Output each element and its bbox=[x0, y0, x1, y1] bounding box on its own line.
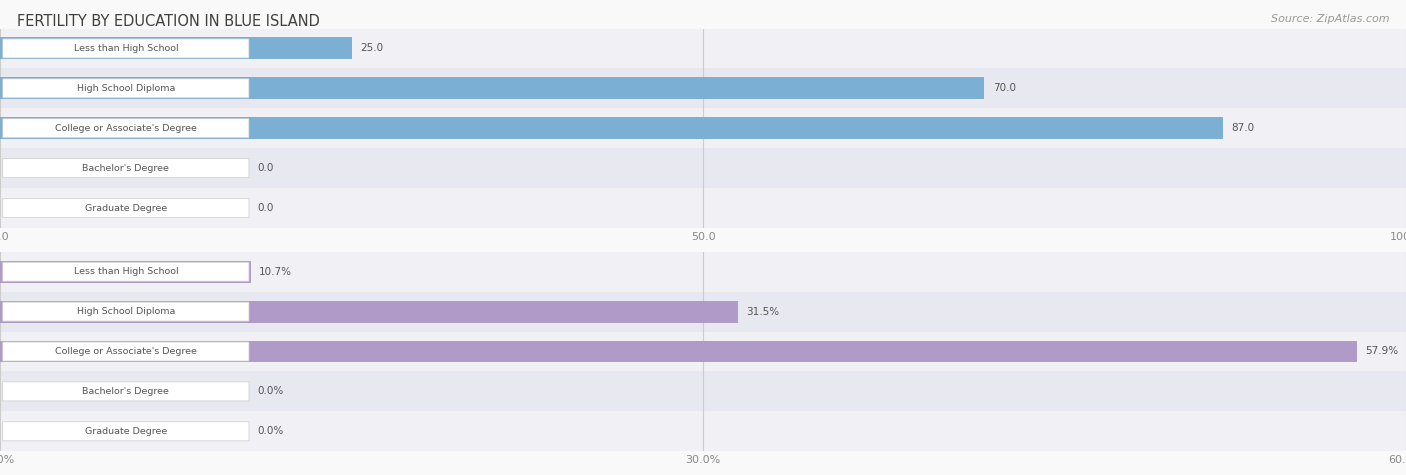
Text: 0.0%: 0.0% bbox=[257, 426, 284, 437]
Bar bbox=[0, 411, 1406, 451]
Text: Graduate Degree: Graduate Degree bbox=[84, 427, 167, 436]
Bar bbox=[0, 28, 1406, 68]
FancyBboxPatch shape bbox=[3, 382, 249, 401]
Text: 31.5%: 31.5% bbox=[747, 306, 780, 317]
Text: 87.0: 87.0 bbox=[1232, 123, 1254, 133]
Text: Less than High School: Less than High School bbox=[73, 267, 179, 276]
Text: 57.9%: 57.9% bbox=[1365, 346, 1399, 357]
Text: Bachelor's Degree: Bachelor's Degree bbox=[83, 387, 169, 396]
Text: College or Associate's Degree: College or Associate's Degree bbox=[55, 124, 197, 133]
Text: 0.0: 0.0 bbox=[257, 163, 274, 173]
Bar bbox=[0, 108, 1406, 148]
FancyBboxPatch shape bbox=[3, 79, 249, 98]
Text: College or Associate's Degree: College or Associate's Degree bbox=[55, 347, 197, 356]
Bar bbox=[0, 148, 1406, 188]
FancyBboxPatch shape bbox=[3, 262, 249, 281]
Bar bbox=[0, 252, 1406, 292]
FancyBboxPatch shape bbox=[3, 342, 249, 361]
FancyBboxPatch shape bbox=[3, 159, 249, 178]
Bar bbox=[0, 77, 984, 99]
FancyBboxPatch shape bbox=[3, 302, 249, 321]
Bar bbox=[0, 261, 250, 283]
Bar bbox=[0, 68, 1406, 108]
FancyBboxPatch shape bbox=[3, 39, 249, 58]
Text: FERTILITY BY EDUCATION IN BLUE ISLAND: FERTILITY BY EDUCATION IN BLUE ISLAND bbox=[17, 14, 319, 29]
Text: Bachelor's Degree: Bachelor's Degree bbox=[83, 164, 169, 172]
Bar bbox=[0, 38, 352, 59]
Text: 0.0: 0.0 bbox=[257, 203, 274, 213]
Text: 25.0: 25.0 bbox=[360, 43, 382, 54]
Text: Less than High School: Less than High School bbox=[73, 44, 179, 53]
FancyBboxPatch shape bbox=[3, 119, 249, 138]
Bar bbox=[0, 332, 1406, 371]
Text: 70.0: 70.0 bbox=[993, 83, 1015, 94]
Text: 10.7%: 10.7% bbox=[259, 266, 292, 277]
Bar bbox=[0, 341, 1357, 362]
Text: Source: ZipAtlas.com: Source: ZipAtlas.com bbox=[1271, 14, 1389, 24]
Bar bbox=[0, 301, 738, 323]
Bar bbox=[0, 292, 1406, 332]
FancyBboxPatch shape bbox=[3, 422, 249, 441]
Text: High School Diploma: High School Diploma bbox=[77, 307, 174, 316]
Text: High School Diploma: High School Diploma bbox=[77, 84, 174, 93]
Bar bbox=[0, 188, 1406, 228]
Bar bbox=[0, 117, 1223, 139]
Bar bbox=[0, 371, 1406, 411]
FancyBboxPatch shape bbox=[3, 199, 249, 218]
Text: 0.0%: 0.0% bbox=[257, 386, 284, 397]
Text: Graduate Degree: Graduate Degree bbox=[84, 204, 167, 212]
